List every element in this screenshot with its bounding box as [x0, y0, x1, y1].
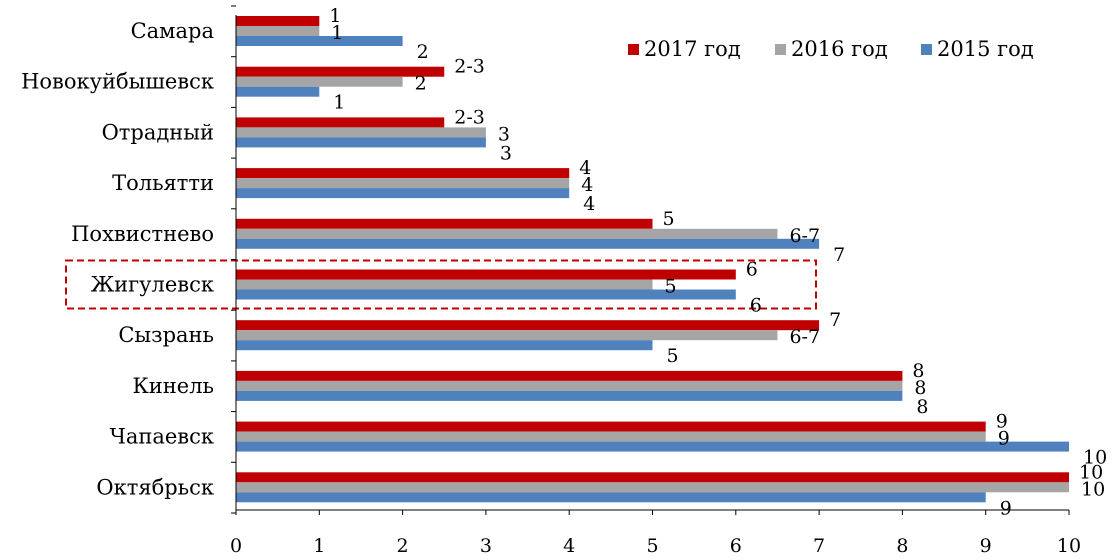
bar-2017-год-самара — [236, 16, 320, 26]
value-label-2016-год-чапаевск: 9 — [998, 428, 1010, 450]
bars-layer — [236, 16, 1069, 503]
category-label-кинель: Кинель — [133, 374, 214, 398]
bar-2015-год-похвистнево — [236, 238, 820, 249]
value-labels-layer: 1122-3212-33344456-7765676-7588899101010… — [329, 5, 1107, 519]
x-tick-label-8: 8 — [896, 535, 908, 555]
bar-2016-год-новокуйбышевск — [236, 76, 403, 87]
bar-2017-год-новокуйбышевск — [236, 66, 445, 77]
x-tick-label-3: 3 — [480, 535, 492, 555]
bar-2016-год-жигулевск — [236, 279, 653, 290]
bar-2015-год-отрадный — [236, 137, 486, 148]
bar-2017-год-отрадный — [236, 117, 445, 128]
value-label-2017-год-жигулевск: 6 — [746, 259, 758, 281]
bar-2017-год-октябрьск — [236, 472, 1069, 483]
value-label-2016-год-октябрьск: 10 — [1081, 478, 1105, 500]
value-label-2017-год-чапаевск: 9 — [996, 411, 1008, 433]
value-label-2015-год-октябрьск: 9 — [1000, 497, 1012, 519]
bar-2017-год-жигулевск — [236, 269, 736, 280]
bar-2015-год-тольятти — [236, 188, 570, 199]
value-label-2015-год-самара: 2 — [417, 41, 429, 63]
bar-2015-год-сызрань — [236, 340, 653, 351]
x-tick-label-2: 2 — [397, 535, 409, 555]
value-label-2016-год-новокуйбышевск: 2 — [415, 73, 427, 95]
value-label-2017-год-похвистнево: 5 — [663, 208, 675, 230]
value-label-2016-год-самара: 1 — [331, 22, 343, 44]
value-label-2017-год-тольятти: 4 — [579, 157, 591, 179]
bar-2016-год-сызрань — [236, 330, 778, 341]
value-label-2015-год-тольятти: 4 — [583, 193, 595, 215]
value-label-2015-год-сызрань: 5 — [667, 345, 679, 367]
highlight-box — [65, 259, 817, 310]
value-label-2016-год-сызрань: 6-7 — [789, 326, 820, 348]
bar-2015-год-кинель — [236, 390, 903, 401]
value-label-2017-год-самара: 1 — [329, 5, 341, 27]
value-label-2015-год-похвистнево: 7 — [833, 244, 845, 266]
value-label-2017-год-новокуйбышевск: 2-3 — [454, 56, 485, 78]
category-label-жигулевск: Жигулевск — [91, 273, 214, 297]
legend-label-2017-год: 2017 год — [644, 37, 741, 61]
bar-2015-год-жигулевск — [236, 289, 736, 300]
value-label-2016-год-кинель: 8 — [914, 377, 926, 399]
x-tick-label-10: 10 — [1057, 535, 1081, 555]
x-tick-label-6: 6 — [730, 535, 742, 555]
category-label-октябрьск: Октябрьск — [96, 475, 214, 499]
bar-2017-год-кинель — [236, 370, 903, 381]
legend-swatch-2016-год — [775, 44, 786, 55]
x-tick-label-5: 5 — [646, 535, 658, 555]
legend-swatch-2015-год — [921, 44, 932, 55]
legend-label-2015-год: 2015 год — [937, 37, 1034, 61]
value-label-2017-год-кинель: 8 — [912, 360, 924, 382]
value-label-2016-год-жигулевск: 5 — [665, 276, 677, 298]
x-tick-label-1: 1 — [313, 535, 325, 555]
bar-2016-год-отрадный — [236, 127, 486, 138]
category-labels-layer: Самара Новокуйбышевск Отрадный Тольятти Похв… — [21, 19, 214, 499]
legend-label-2016-год: 2016 год — [791, 37, 888, 61]
x-tick-label-7: 7 — [813, 535, 825, 555]
value-label-2016-год-похвистнево: 6-7 — [789, 225, 820, 247]
category-label-тольятти: Тольятти — [112, 171, 214, 195]
bar-2015-год-новокуйбышевск — [236, 86, 320, 97]
value-label-2015-год-чапаевск: 10 — [1083, 447, 1107, 469]
bar-2016-год-похвистнево — [236, 228, 778, 239]
bar-2016-год-тольятти — [236, 178, 570, 189]
category-label-похвистнево: Похвистнево — [71, 222, 214, 246]
bar-2016-год-самара — [236, 26, 320, 36]
bar-2015-год-октябрьск — [236, 492, 986, 503]
bar-2016-год-кинель — [236, 380, 903, 391]
x-tick-label-4: 4 — [563, 535, 575, 555]
bar-2017-год-чапаевск — [236, 421, 986, 432]
bar-2016-год-чапаевск — [236, 431, 986, 442]
category-label-самара: Самара — [131, 19, 214, 43]
value-label-2017-год-отрадный: 2-3 — [454, 106, 485, 128]
x-tick-label-9: 9 — [980, 535, 992, 555]
bar-2015-год-самара — [236, 36, 403, 46]
category-label-новокуйбышевск: Новокуйбышевск — [21, 70, 214, 94]
bar-2017-год-сызрань — [236, 320, 820, 331]
bar-2017-год-похвистнево — [236, 218, 653, 229]
value-label-2017-год-сызрань: 7 — [829, 309, 841, 331]
value-label-2015-год-кинель: 8 — [916, 396, 928, 418]
category-label-чапаевск: Чапаевск — [110, 425, 214, 449]
legend-swatch-2017-год — [628, 44, 639, 55]
axis-layer: 0 1 2 3 4 5 6 7 8 9 10 — [230, 5, 1081, 557]
bar-2016-год-октябрьск — [236, 482, 1069, 493]
value-label-2016-год-отрадный: 3 — [498, 123, 510, 145]
value-label-2016-год-тольятти: 4 — [581, 174, 593, 196]
bar-2017-год-тольятти — [236, 168, 570, 179]
x-tick-label-0: 0 — [230, 535, 242, 555]
category-label-отрадный: Отрадный — [102, 120, 214, 144]
value-label-2015-год-жигулевск: 6 — [750, 295, 762, 317]
value-label-2015-год-отрадный: 3 — [500, 142, 512, 164]
legend: 2017 год 2016 год 2015 год — [628, 37, 1034, 61]
value-label-2015-год-новокуйбышевск: 1 — [333, 92, 345, 114]
highlight-layer — [65, 259, 817, 310]
value-label-2017-год-октябрьск: 10 — [1079, 461, 1103, 483]
category-label-сызрань: Сызрань — [118, 323, 214, 347]
bar-2015-год-чапаевск — [236, 441, 1069, 452]
